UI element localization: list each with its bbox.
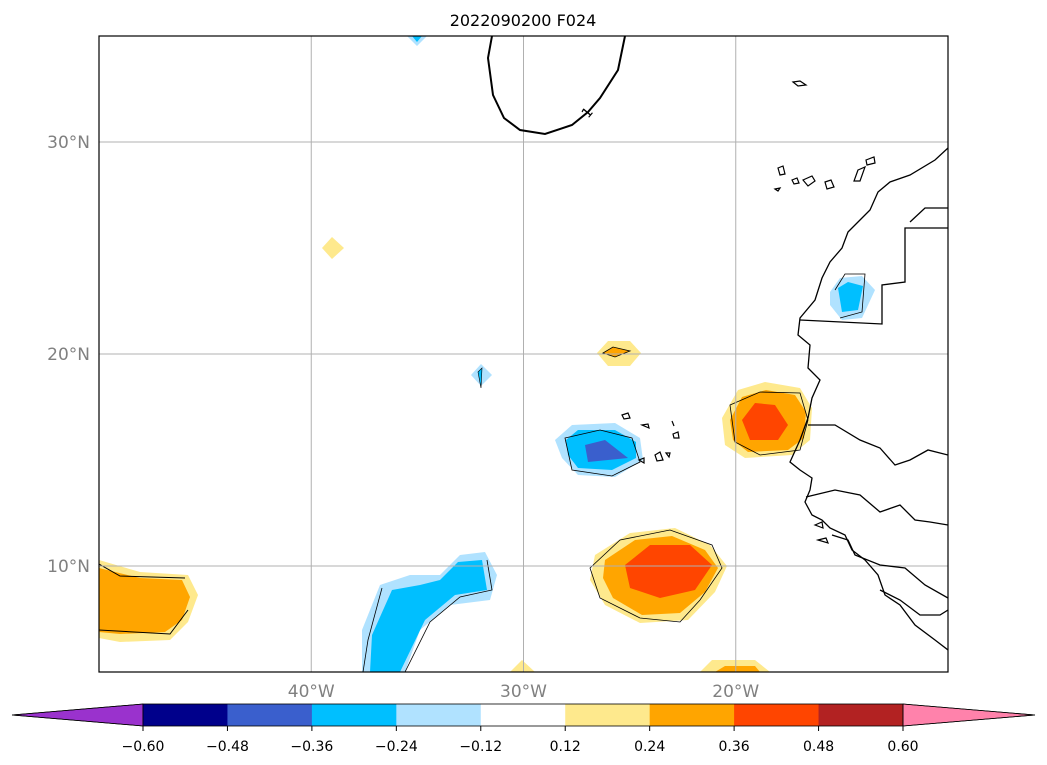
colorbar-edges xyxy=(11,703,1036,727)
colorbar-tick-label: −0.60 xyxy=(122,739,165,755)
colorbar-segment xyxy=(649,704,735,726)
colorbar-segment xyxy=(396,704,482,726)
colorbar-extend-min xyxy=(11,703,144,727)
colorbar-tick-label: 0.60 xyxy=(887,739,918,755)
colorbar-segment xyxy=(143,704,228,726)
x-tick-label: 20°W xyxy=(712,682,759,702)
colorbar-tick-label: −0.24 xyxy=(375,739,418,755)
colorbar-tick-label: 0.36 xyxy=(719,739,750,755)
colorbar-segment xyxy=(565,704,651,726)
colorbar-segment xyxy=(311,704,397,726)
y-tick-label: 30°N xyxy=(47,133,90,153)
grid-lines-horizontal xyxy=(99,141,948,567)
coastline-africa xyxy=(789,147,948,651)
x-tick-labels: 40°W 30°W 20°W xyxy=(288,682,760,702)
colorbar-tick-label: 0.12 xyxy=(550,739,581,755)
x-tick-label: 30°W xyxy=(500,682,547,702)
colorbar-frame xyxy=(142,703,904,727)
colorbar-tick-label: −0.12 xyxy=(459,739,502,755)
anomaly-west-positive xyxy=(99,560,198,642)
contour-line xyxy=(486,36,626,136)
colorbar-tick-label: 0.48 xyxy=(803,739,834,755)
colorbar-segment xyxy=(227,704,313,726)
anomaly-southwest-negative xyxy=(362,552,497,672)
x-tick-label: 40°W xyxy=(288,682,335,702)
y-tick-labels: 10°N 20°N 30°N xyxy=(47,133,90,577)
colorbar: −0.60 −0.48 −0.36 −0.24 −0.12 0.12 0.24 0.36 0.4… xyxy=(11,703,1036,755)
y-tick-label: 10°N xyxy=(47,557,90,577)
colorbar-tick-label: −0.36 xyxy=(290,739,333,755)
colorbar-tick-label: 0.24 xyxy=(634,739,665,755)
anomaly-east-positive xyxy=(722,382,812,458)
plot-area: 1 xyxy=(99,36,948,672)
y-tick-label: 20°N xyxy=(47,345,90,365)
anomaly-cape-verde-negative xyxy=(555,423,643,477)
chart-title: 2022090200 F024 xyxy=(450,11,597,30)
colorbar-segment xyxy=(818,704,904,726)
colorbar-extend-max xyxy=(902,703,1036,727)
anomaly-small-negative xyxy=(407,36,875,389)
colorbar-tick-label: −0.48 xyxy=(206,739,249,755)
anomaly-south-positive xyxy=(589,528,727,623)
islands xyxy=(621,80,876,544)
colorbar-segment xyxy=(480,704,566,726)
plot-frame xyxy=(98,35,949,673)
colorbar-segment xyxy=(734,704,820,726)
